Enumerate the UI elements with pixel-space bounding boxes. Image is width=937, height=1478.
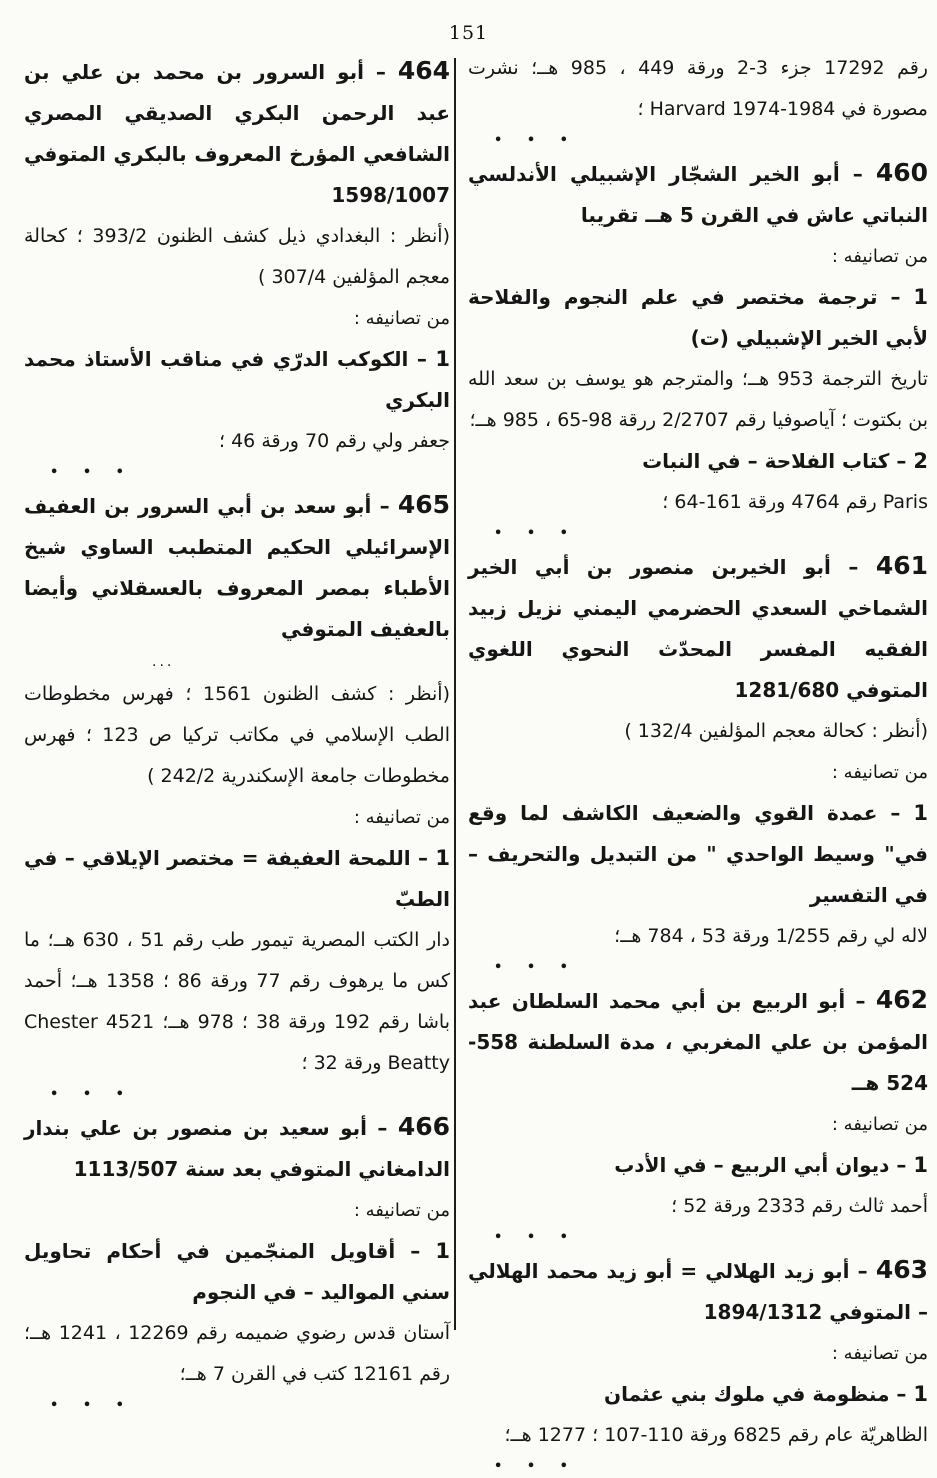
work-title: 1 – اللمحة العفيفة = مختصر الإيلاقي – في…	[24, 846, 450, 911]
works-label: من تصانيفه :	[353, 807, 450, 828]
entry-number: 1	[435, 1239, 450, 1263]
section-separator-dots: • • •	[50, 1398, 134, 1413]
work-title: 1 – أقاويل المنجّمين في أحكام تحاويل سني…	[24, 1239, 450, 1304]
page-number: 151	[448, 22, 489, 44]
catalog-note: أحمد ثالث رقم 2333 ورقة 52 ؛	[671, 1195, 928, 1217]
work-title: 1 – الكوكب الدرّي في مناقب الأستاذ محمد …	[24, 347, 450, 412]
column-right: رقم 17292 جزء 3-2 ورقة 449 ، 985 هــ؛ نش…	[468, 48, 928, 1478]
works-label: من تصانيفه :	[831, 246, 928, 267]
section-separator-dots: • • •	[494, 1230, 578, 1245]
entry-number: 2	[913, 449, 928, 473]
entry-header: 466 – أبو سعيد بن منصور بن علي بندار الد…	[24, 1112, 450, 1181]
entry-number: 460	[875, 158, 928, 187]
catalog-note: دار الكتب المصرية تيمور طب رقم 51 ، 630 …	[24, 929, 450, 1074]
entry-number: 1	[435, 347, 450, 371]
work-title: 2 – كتاب الفلاحة – في النبات	[642, 449, 928, 473]
entry-header: 465 – أبو سعد بن أبي السرور بن العفيف ال…	[24, 490, 450, 641]
section-separator-dots: • • •	[494, 960, 578, 975]
catalog-note: Paris رقم 4764 ورقة 161-64 ؛	[662, 491, 928, 513]
section-separator-dots: • • •	[50, 1087, 134, 1102]
catalog-note: جعفر ولي رقم 70 ورقة 46 ؛	[219, 430, 450, 452]
entry-number: 1	[913, 801, 928, 825]
works-label: من تصانيفه :	[353, 308, 450, 329]
work-title: 1 – ترجمة مختصر في علم النجوم والفلاحة ل…	[468, 285, 928, 350]
work-title: 1 – ديوان أبي الربيع – في الأدب	[614, 1153, 928, 1177]
catalog-note: لاله لي رقم 1/255 ورقة 53 ، 784 هــ؛	[614, 925, 928, 947]
section-separator-dots: • • •	[50, 465, 134, 480]
entry-number: 462	[875, 985, 928, 1014]
works-label: من تصانيفه :	[831, 762, 928, 783]
entry-number: 466	[397, 1112, 450, 1141]
entry-header: 461 – أبو الخيربن منصور بن أبي الخير الش…	[468, 551, 928, 702]
catalog-note: (أنظر : كحالة معجم المؤلفين 132/4 )	[624, 720, 928, 742]
entry-number: 464	[397, 56, 450, 85]
works-label: من تصانيفه :	[831, 1343, 928, 1364]
section-separator-dots: • • •	[494, 526, 578, 541]
catalog-note: رقم 17292 جزء 3-2 ورقة 449 ، 985 هــ؛ نش…	[468, 57, 928, 120]
section-separator-dots: • • •	[494, 1459, 578, 1474]
entry-number: 1	[913, 1153, 928, 1177]
entry-header: 464 – أبو السرور بن محمد بن علي بن عبد ا…	[24, 56, 450, 207]
unknown-date-ellipsis: ...	[152, 654, 175, 670]
catalog-note: تاريخ الترجمة 953 هــ؛ والمترجم هو يوسف …	[468, 368, 929, 431]
entry-header: 460 – أبو الخير الشجّار الإشبيلي الأندلس…	[468, 158, 928, 227]
entry-number: 465	[397, 490, 450, 519]
work-title: 1 – منظومة في ملوك بني عثمان	[604, 1382, 928, 1406]
works-label: من تصانيفه :	[831, 1114, 928, 1135]
catalog-note: آستان قدس رضوي ضميمه رقم 12269 ، 1241 هـ…	[24, 1322, 451, 1385]
work-title: 1 – عمدة القوي والضعيف الكاشف لما وقع في…	[468, 801, 928, 907]
entry-number: 1	[913, 285, 928, 309]
entry-number: 1	[913, 1382, 928, 1406]
entry-number: 463	[875, 1255, 928, 1284]
catalog-note: (أنظر : البغدادي ذيل كشف الظنون 393/2 ؛ …	[24, 225, 450, 288]
entry-number: 461	[875, 551, 928, 580]
entry-header: 463 – أبو زيد الهلالي = أبو زيد محمد اله…	[468, 1255, 928, 1324]
catalog-note: الظاهريّة عام رقم 6825 ورقة 110-107 ؛ 12…	[504, 1424, 928, 1446]
entry-number: 1	[435, 846, 450, 870]
catalog-note: (أنظر : كشف الظنون 1561 ؛ فهرس مخطوطات ا…	[24, 683, 450, 787]
entry-header: 462 – أبو الربيع بن أبي محمد السلطان عبد…	[468, 985, 928, 1095]
works-label: من تصانيفه :	[353, 1200, 450, 1221]
column-left: 464 – أبو السرور بن محمد بن علي بن عبد ا…	[24, 50, 450, 1417]
section-separator-dots: • • •	[494, 133, 578, 148]
column-divider-rule	[454, 58, 456, 1330]
